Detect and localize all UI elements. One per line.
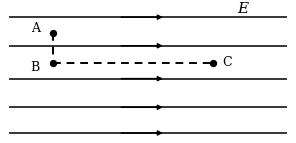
Text: B: B bbox=[31, 61, 40, 74]
Text: E: E bbox=[237, 2, 248, 16]
Point bbox=[211, 62, 215, 64]
Text: A: A bbox=[31, 22, 40, 35]
Point bbox=[51, 32, 56, 34]
Point bbox=[51, 62, 56, 64]
Text: C: C bbox=[222, 56, 232, 69]
